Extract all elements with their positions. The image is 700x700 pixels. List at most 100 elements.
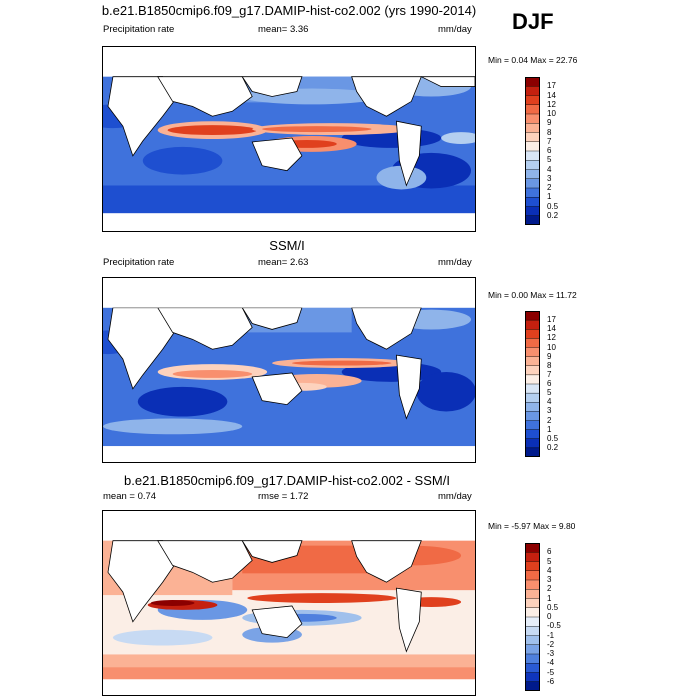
colorbar-1-label: 4 [547,164,552,174]
colorbar-1-swatch [525,77,540,87]
colorbar-2-swatch [525,392,540,403]
colorbar-3-label: 2 [547,584,552,594]
colorbar-3-label: 6 [547,547,552,557]
colorbar-1-label: 0.5 [547,201,559,211]
colorbar-1-label: 10 [547,109,556,118]
colorbar-2-label: 9 [547,351,552,361]
colorbar-2-swatch [525,374,540,385]
colorbar-3-swatch [525,672,540,683]
season-label: DJF [512,9,554,34]
colorbar-1-swatch [525,141,540,152]
colorbar-2-swatch [525,402,540,412]
colorbar-3-label: -4 [547,658,555,668]
panel-2-title: SSM/I [269,238,305,253]
colorbar-1-label: 6 [547,146,552,155]
panel-1-title: b.e21.B1850cmip6.f09_g17.DAMIP-hist-co2.… [101,3,477,18]
colorbar-3-swatch [525,616,540,627]
colorbar-1-swatch [525,95,540,106]
colorbar-1-label: 8 [547,127,552,137]
colorbar-2-label: 0.2 [547,442,559,452]
colorbar-3-swatch [525,561,540,572]
colorbar-1-swatch [525,113,540,124]
colorbar-2-label: 1 [547,424,552,434]
colorbar-1-label: 12 [547,99,556,109]
colorbar-1-label: 17 [547,81,556,91]
colorbar-2-label: 14 [547,324,556,334]
colorbar-1-swatch [525,197,540,207]
colorbar-3-label: 5 [547,556,552,566]
panel-1-map [102,46,476,232]
panel-1-variable-label: Precipitation rate [103,24,175,35]
panel-2-mean-label: mean= 2.63 [258,257,309,268]
colorbar-3-swatch [525,681,540,691]
colorbar-2-label: 2 [547,415,552,425]
colorbar-1-swatch [525,169,540,180]
colorbar-1-label: 1 [547,192,552,202]
colorbar-1-swatch [525,187,540,198]
panel-3-title: b.e21.B1850cmip6.f09_g17.DAMIP-hist-co2.… [124,473,450,488]
colorbar-2-swatch [525,319,540,330]
colorbar-2-label: 3 [547,406,552,416]
colorbar-3-swatch [525,635,540,646]
colorbar-3-label: 1 [547,593,552,603]
colorbar-3-label: -5 [547,667,555,677]
panel-1-colorbar [525,77,540,225]
colorbar-2-label: 7 [547,369,552,379]
panel-2-map [102,277,476,463]
colorbar-2-swatch [525,383,540,394]
colorbar-2-swatch [525,311,540,321]
panel-3-colorbar [525,543,540,691]
panel-2-variable-label: Precipitation rate [103,257,175,268]
colorbar-3-swatch [525,644,540,655]
colorbar-3-swatch [525,552,540,562]
colorbar-2-swatch [525,365,540,376]
colorbar-2-label: 4 [547,397,552,407]
colorbar-1-swatch [525,178,540,189]
colorbar-1-swatch [525,160,540,170]
colorbar-3-swatch [525,598,540,609]
panel-1-minmax: Min = 0.04 Max = 22.76 [488,55,578,65]
colorbar-1-swatch [525,150,540,161]
colorbar-1-label: 3 [547,173,552,183]
colorbar-2-swatch [525,420,540,431]
colorbar-3-label: -1 [547,630,555,640]
colorbar-3-label: -3 [547,649,555,658]
panel-3-mean-label: mean = 0.74 [103,491,157,502]
colorbar-3-swatch [525,579,540,590]
colorbar-1-label: 7 [547,136,552,146]
colorbar-2-label: 5 [547,388,552,398]
panel-1-units-label: mm/day [438,24,472,35]
panel-3-rmse-label: rmse = 1.72 [258,491,309,502]
colorbar-3-swatch [525,626,540,636]
colorbar-1-swatch [525,104,540,115]
colorbar-3-label: -2 [547,639,555,649]
colorbar-2-swatch [525,429,540,440]
colorbar-1-label: 14 [547,90,556,100]
colorbar-2-swatch [525,411,540,421]
colorbar-3-label: -6 [547,676,555,686]
colorbar-2-label: 12 [547,333,556,343]
colorbar-2-label: 0.5 [547,433,559,443]
panel-1-mean-label: mean= 3.36 [258,24,309,35]
panel-2-minmax: Min = 0.00 Max = 11.72 [488,290,577,300]
colorbar-2-label: 10 [547,342,556,352]
colorbar-1-label: 9 [547,118,552,128]
colorbar-2-swatch [525,447,540,457]
colorbar-3-swatch [525,570,540,581]
panel-2-units-label: mm/day [438,257,472,268]
colorbar-1-label: 5 [547,155,552,165]
colorbar-2-swatch [525,438,540,449]
colorbar-2-swatch [525,338,540,348]
colorbar-3-label: 4 [547,565,552,575]
panel-2-colorbar [525,311,540,457]
panel-3-minmax: Min = -5.97 Max = 9.80 [488,521,576,531]
colorbar-3-label: 0.5 [547,602,559,612]
colorbar-1-swatch [525,215,540,225]
colorbar-2-label: 6 [547,379,552,388]
colorbar-1-swatch [525,206,540,217]
colorbar-2-swatch [525,329,540,339]
colorbar-3-label: 0 [547,612,552,621]
colorbar-1-swatch [525,123,540,133]
panel-3-units-label: mm/day [438,491,472,502]
colorbar-2-swatch [525,347,540,358]
